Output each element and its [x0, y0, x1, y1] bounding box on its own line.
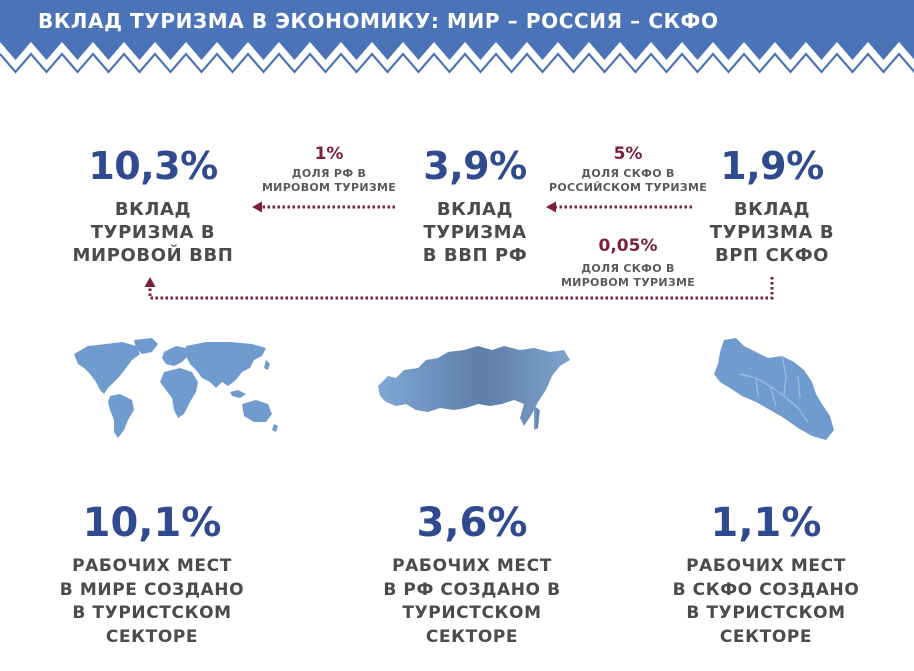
arrow-skfo-to-rf — [546, 201, 692, 213]
share-skfo-rf-note: ДОЛЯ СКФО В РОССИЙСКОМ ТУРИЗМЕ — [548, 167, 708, 194]
jobs-world-label: РАБОЧИХ МЕСТ В МИРЕ СОЗДАНО В ТУРИСТСКОМ… — [59, 556, 245, 647]
stat-world-value: 10,3% — [88, 144, 218, 188]
stat-world-gdp: 10,3% ВКЛАД ТУРИЗМА В МИРОВОЙ ВВП — [58, 146, 248, 267]
arrow-rf-to-world — [252, 201, 395, 213]
stat-skfo-grp: 1,9% ВКЛАД ТУРИЗМА В ВРП СКФО — [697, 146, 847, 267]
header-banner: ВКЛАД ТУРИЗМА В ЭКОНОМИКУ: МИР – РОССИЯ … — [0, 0, 914, 76]
stat-world-label: ВКЛАД ТУРИЗМА В МИРОВОЙ ВВП — [72, 199, 234, 266]
share-skfo-world-note: ДОЛЯ СКФО В МИРОВОМ ТУРИЗМЕ — [560, 262, 696, 289]
world-map-icon — [74, 338, 278, 438]
page-title: ВКЛАД ТУРИЗМА В ЭКОНОМИКУ: МИР – РОССИЯ … — [38, 9, 719, 33]
stat-skfo-value: 1,9% — [720, 144, 824, 188]
share-skfo-rf-value: 5% — [613, 144, 643, 164]
share-skfo-world-value: 0,05% — [598, 236, 658, 256]
stat-skfo-label: ВКЛАД ТУРИЗМА В ВРП СКФО — [709, 199, 835, 266]
jobs-skfo-label: РАБОЧИХ МЕСТ В СКФО СОЗДАНО В ТУРИСТСКОМ… — [672, 556, 860, 647]
arrow-skfo-to-world — [144, 277, 774, 300]
jobs-world-value: 10,1% — [82, 500, 222, 546]
russia-map-icon — [378, 346, 570, 430]
share-rf-world-note: ДОЛЯ РФ В МИРОВОМ ТУРИЗМЕ — [261, 167, 397, 194]
stat-russia-label: ВКЛАД ТУРИЗМА В ВВП РФ — [422, 199, 528, 266]
jobs-russia-value: 3,6% — [416, 500, 528, 546]
stat-russia-value: 3,9% — [423, 144, 527, 188]
jobs-skfo-value: 1,1% — [710, 500, 822, 546]
skfo-map-icon — [714, 338, 834, 440]
stat-russia-gdp: 3,9% ВКЛАД ТУРИЗМА В ВВП РФ — [400, 146, 550, 267]
share-rf-world-value: 1% — [314, 144, 344, 164]
banner-ornament — [0, 0, 914, 74]
jobs-russia-label: РАБОЧИХ МЕСТ В РФ СОЗДАНО В ТУРИСТСКОМ С… — [383, 556, 561, 647]
